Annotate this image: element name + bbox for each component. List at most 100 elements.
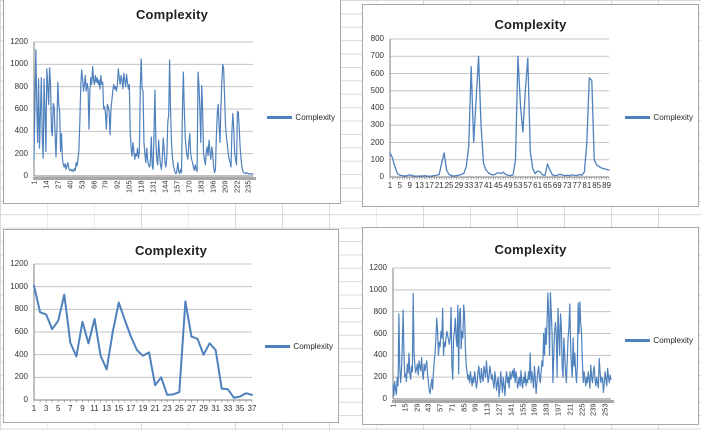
y-axis-tick-label: 0: [23, 395, 28, 404]
x-axis-tick-label: 196: [208, 180, 218, 194]
x-axis-tick-label: 37: [474, 181, 484, 190]
chart-complexity-top-left[interactable]: Complexity Complexity 0 200 400 600 800 1000 1…: [3, 0, 341, 204]
x-axis-tick-label: 49: [503, 181, 513, 190]
x-axis-tick-label: 157: [172, 180, 182, 194]
x-axis-tick-label: 33: [223, 404, 233, 413]
x-axis-tick-label: 7: [68, 404, 73, 413]
x-axis-tick-label: 79: [100, 180, 110, 189]
y-axis-tick-label: 1000: [10, 59, 28, 69]
y-axis-tick-label: 200: [370, 137, 384, 147]
y-axis-tick-label: 0: [382, 394, 387, 403]
legend-line-swatch-icon: [625, 339, 651, 342]
x-axis-tick-label: 99: [470, 403, 480, 412]
x-axis-tick-label: 170: [184, 180, 194, 194]
y-axis-tick-label: 800: [14, 81, 28, 91]
y-axis-tick-label: 100: [370, 154, 384, 164]
legend-line-swatch-icon: [625, 116, 651, 119]
x-axis-tick-label: 13: [415, 181, 424, 190]
legend-line-swatch-icon: [267, 116, 293, 119]
y-axis-tick-label: 800: [373, 306, 387, 316]
y-axis-tick-label: 600: [14, 327, 28, 336]
y-axis-tick-label: 1000: [369, 284, 387, 294]
x-axis-tick-label: 211: [565, 403, 575, 416]
x-axis-tick-label: 222: [232, 180, 241, 194]
x-axis-tick-label: 77: [572, 181, 582, 190]
y-axis-tick-label: 700: [370, 51, 384, 61]
y-axis-tick-label: 200: [373, 372, 387, 382]
x-axis-tick-label: 92: [112, 180, 122, 189]
x-axis-tick-label: 21: [150, 404, 160, 413]
x-axis-tick-label: 29: [454, 181, 464, 190]
y-axis-tick-label: 600: [373, 328, 387, 338]
chart-legend: Complexity: [625, 336, 693, 345]
x-axis-tick-label: 1: [388, 403, 398, 408]
y-axis-tick-label: 200: [14, 372, 28, 382]
x-axis-tick-label: 11: [90, 404, 99, 413]
x-axis-tick-label: 141: [506, 403, 516, 417]
x-axis-tick-label: 197: [553, 403, 563, 417]
chart-legend: Complexity: [625, 113, 693, 122]
x-axis-tick-label: 118: [136, 180, 146, 193]
y-axis-tick-label: 1200: [10, 37, 28, 46]
x-axis-tick-label: 85: [459, 403, 469, 412]
x-axis-tick-label: 53: [77, 180, 87, 189]
y-axis-tick-label: 0: [23, 171, 28, 180]
chart-complexity-top-right[interactable]: Complexity Complexity 0 100 200 300 400 500 60…: [362, 4, 699, 207]
x-axis-tick-label: 13: [102, 404, 112, 413]
x-axis-tick-label: 5: [55, 404, 61, 413]
x-axis-tick-label: 15: [114, 404, 124, 413]
plot-area: [392, 267, 614, 403]
x-axis-tick-label: 81: [582, 181, 592, 190]
x-axis-tick-label: 144: [160, 180, 170, 194]
legend-label: Complexity: [653, 336, 693, 345]
x-axis-tick-label: 209: [220, 180, 230, 194]
x-axis-tick-label: 57: [523, 181, 533, 190]
y-axis-tick-label: 500: [370, 85, 384, 95]
x-axis-tick-label: 14: [41, 180, 51, 189]
x-axis-tick-label: 73: [562, 181, 572, 190]
plot-area: [33, 263, 253, 403]
y-axis-tick-label: 200: [14, 148, 28, 158]
y-axis-tick-label: 400: [373, 350, 387, 360]
x-axis-tick-label: 225: [577, 403, 587, 417]
x-axis-tick-label: 69: [552, 181, 562, 190]
x-axis-tick-label: 27: [186, 404, 196, 413]
x-axis-tick-label: 66: [89, 180, 99, 189]
chart-title: Complexity: [494, 17, 567, 32]
x-axis-tick-label: 37: [247, 404, 257, 413]
chart-title: Complexity: [134, 243, 208, 258]
x-axis-tick-label: 71: [447, 403, 457, 412]
legend-line-swatch-icon: [265, 345, 291, 348]
x-axis-tick-label: 65: [543, 181, 552, 190]
chart-complexity-bottom-right[interactable]: Complexity Complexity 0 200 400 600 800 1000 1…: [362, 227, 699, 425]
y-axis-tick-label: 600: [370, 68, 384, 78]
chart-complexity-bottom-left[interactable]: Complexity Complexity 0 200 400 600 800 1000 1…: [3, 229, 339, 423]
legend-label: Complexity: [295, 113, 335, 122]
y-axis-tick-label: 300: [370, 120, 384, 130]
chart-title: Complexity: [135, 7, 209, 22]
x-axis-tick-label: 17: [126, 404, 136, 413]
x-axis-tick-label: 17: [424, 181, 434, 190]
x-axis-tick-label: 9: [80, 404, 85, 413]
x-axis-tick-label: 9: [407, 181, 412, 190]
x-axis-tick-label: 21: [434, 181, 444, 190]
y-axis-tick-label: 800: [14, 304, 28, 314]
x-axis-tick-label: 155: [518, 403, 528, 417]
x-axis-tick-label: 61: [533, 181, 543, 190]
y-axis-tick-label: 600: [14, 104, 28, 113]
x-axis-tick-label: 127: [494, 403, 504, 417]
x-axis-tick-label: 85: [592, 181, 602, 190]
x-axis-tick-label: 31: [211, 404, 221, 413]
x-axis-tick-label: 45: [493, 181, 503, 190]
plot-area: [33, 41, 256, 180]
y-axis-tick-label: 0: [379, 172, 384, 181]
y-axis-tick-label: 400: [14, 126, 28, 136]
y-axis-tick-label: 1000: [10, 281, 28, 291]
x-axis-tick-label: 27: [53, 180, 63, 189]
x-axis-tick-label: 239: [588, 403, 598, 417]
x-axis-tick-label: 25: [174, 404, 184, 413]
x-axis-tick-label: 169: [529, 403, 539, 417]
chart-legend: Complexity: [267, 113, 335, 122]
chart-title: Complexity: [494, 242, 567, 257]
